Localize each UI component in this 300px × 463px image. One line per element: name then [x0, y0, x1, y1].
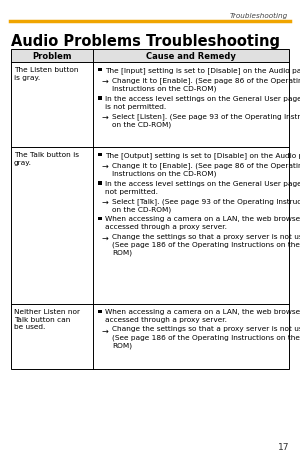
Text: Cause and Remedy: Cause and Remedy: [146, 52, 236, 61]
Text: Change it to [Enable]. (See page 86 of the Operating
Instructions on the CD-ROM): Change it to [Enable]. (See page 86 of t…: [112, 162, 300, 177]
Text: Problem: Problem: [32, 52, 72, 61]
Text: Neither Listen nor
Talk button can
be used.: Neither Listen nor Talk button can be us…: [14, 308, 80, 330]
Bar: [98, 218, 101, 221]
Text: Audio Problems Troubleshooting: Audio Problems Troubleshooting: [11, 34, 280, 49]
Bar: [11, 50, 289, 63]
Bar: [11, 50, 289, 369]
Text: →: →: [102, 162, 109, 171]
Text: Change the settings so that a proxy server is not used.
(See page 186 of the Ope: Change the settings so that a proxy serv…: [112, 233, 300, 256]
Text: In the access level settings on the General User page, [Listen]
is not permitted: In the access level settings on the Gene…: [105, 95, 300, 110]
Text: →: →: [102, 198, 109, 206]
Text: Change it to [Enable]. (See page 86 of the Operating
Instructions on the CD-ROM): Change it to [Enable]. (See page 86 of t…: [112, 77, 300, 92]
Bar: [98, 97, 101, 100]
Text: Select [Listen]. (See page 93 of the Operating Instructions
on the CD-ROM): Select [Listen]. (See page 93 of the Ope…: [112, 113, 300, 128]
Text: The Talk button is
gray.: The Talk button is gray.: [14, 152, 79, 165]
Text: →: →: [102, 325, 109, 335]
Text: →: →: [102, 113, 109, 122]
Text: Select [Talk]. (See page 93 of the Operating Instructions
on the CD-ROM): Select [Talk]. (See page 93 of the Opera…: [112, 198, 300, 213]
Text: The Listen button
is gray.: The Listen button is gray.: [14, 67, 79, 81]
Bar: [98, 69, 101, 72]
Bar: [98, 310, 101, 313]
Text: In the access level settings on the General User page, [Talk] is
not permitted.: In the access level settings on the Gene…: [105, 180, 300, 194]
Text: 17: 17: [278, 442, 289, 451]
Text: Change the settings so that a proxy server is not used.
(See page 186 of the Ope: Change the settings so that a proxy serv…: [112, 325, 300, 348]
Text: →: →: [102, 77, 109, 86]
Text: Troubleshooting: Troubleshooting: [230, 13, 288, 19]
Bar: [98, 153, 101, 156]
Text: The [Output] setting is set to [Disable] on the Audio page.: The [Output] setting is set to [Disable]…: [105, 152, 300, 158]
Bar: [98, 181, 101, 185]
Text: →: →: [102, 233, 109, 242]
Text: When accessing a camera on a LAN, the web browser is being
accessed through a pr: When accessing a camera on a LAN, the we…: [105, 308, 300, 322]
Text: When accessing a camera on a LAN, the web browser is being
accessed through a pr: When accessing a camera on a LAN, the we…: [105, 216, 300, 230]
Text: The [Input] setting is set to [Disable] on the Audio page.: The [Input] setting is set to [Disable] …: [105, 67, 300, 74]
